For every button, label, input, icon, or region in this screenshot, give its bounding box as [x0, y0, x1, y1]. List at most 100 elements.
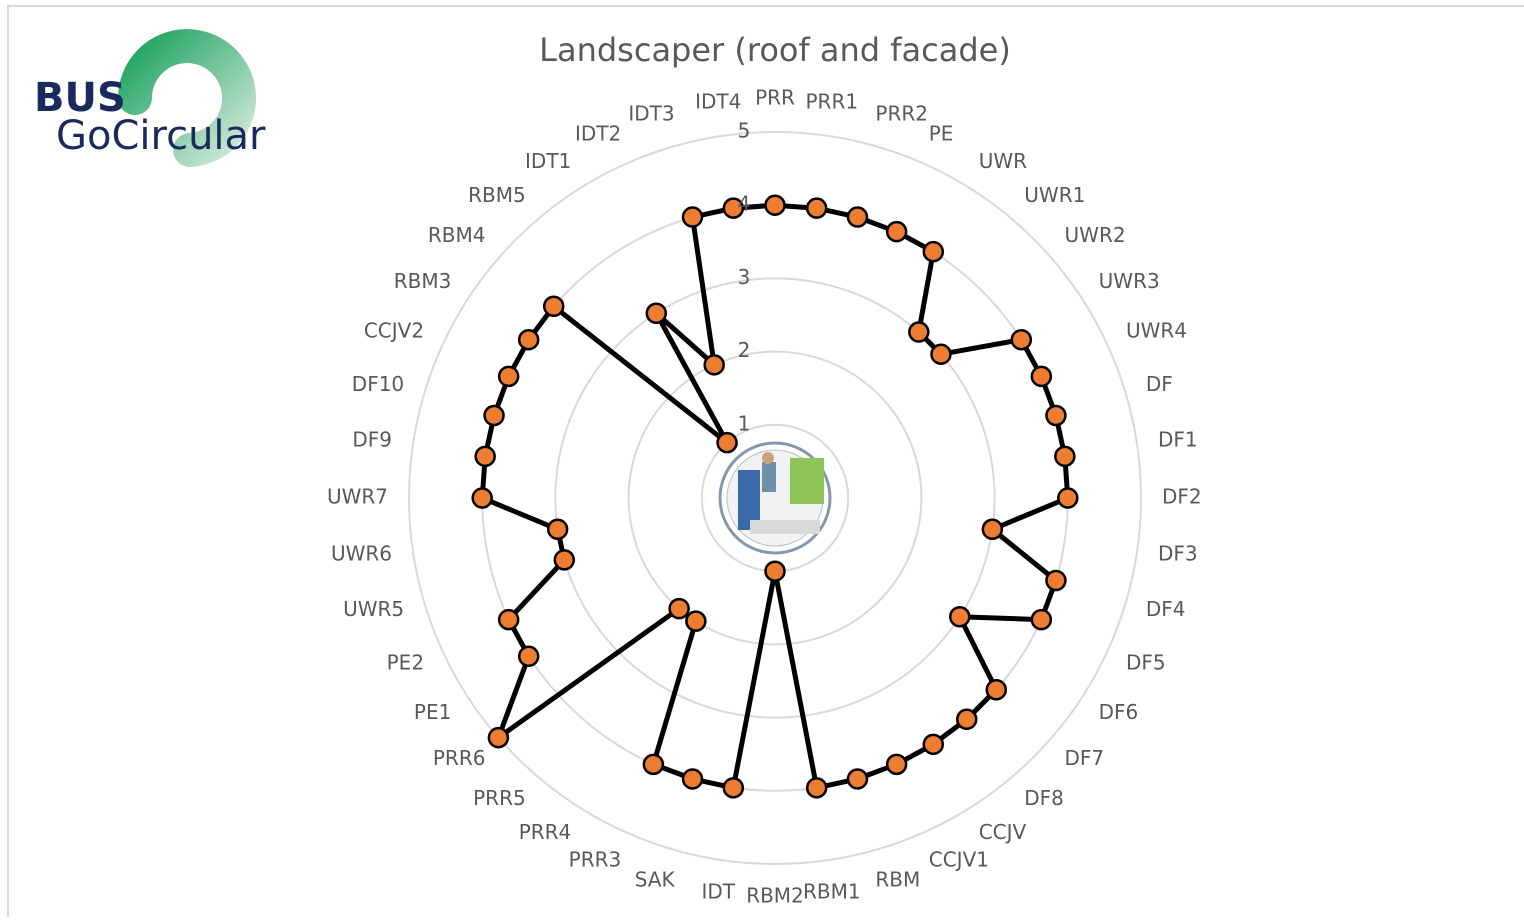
data-point	[474, 445, 496, 468]
data-point	[681, 768, 704, 790]
logo-text: BUS	[34, 75, 126, 121]
data-point	[1045, 404, 1067, 427]
r-tick-label: 3	[738, 265, 751, 289]
data-point	[471, 487, 493, 509]
category-label: IDT4	[695, 90, 741, 114]
category-label: PRR4	[519, 820, 572, 844]
data-point	[930, 343, 952, 365]
category-label: CCJV1	[929, 847, 989, 871]
category-label: PE1	[414, 700, 451, 724]
data-point	[805, 197, 828, 219]
category-label: IDT2	[575, 122, 621, 146]
category-label: PE2	[387, 650, 424, 674]
data-point	[517, 328, 540, 351]
data-point	[542, 295, 565, 318]
category-label: DF1	[1158, 428, 1198, 452]
category-label: IDT3	[628, 102, 674, 126]
logo-ring	[118, 29, 256, 167]
data-point	[764, 194, 786, 216]
data-point	[642, 753, 665, 776]
grid-circle	[408, 131, 1142, 865]
category-label: DF6	[1099, 700, 1139, 724]
data-point	[681, 206, 704, 228]
category-label: UWR2	[1065, 223, 1126, 247]
category-label: IDT	[701, 879, 735, 903]
data-point	[497, 365, 520, 388]
category-label: DF7	[1065, 746, 1105, 770]
data-point	[846, 768, 869, 790]
data-point	[805, 777, 828, 799]
category-label: RBM1	[803, 879, 861, 903]
data-point	[668, 597, 690, 620]
category-label: RBM5	[468, 183, 526, 207]
data-point	[885, 220, 908, 243]
category-label: RBM3	[394, 269, 452, 293]
category-label: PRR6	[433, 746, 486, 770]
data-point	[685, 610, 707, 632]
grid-circle	[627, 350, 923, 646]
category-label: UWR3	[1099, 269, 1160, 293]
category-label: DF8	[1024, 786, 1064, 810]
data-point	[908, 321, 930, 343]
data-point	[764, 560, 786, 582]
category-label: CCJV	[979, 820, 1027, 844]
category-label: UWR5	[343, 597, 404, 621]
category-label: RBM	[875, 867, 920, 891]
data-point	[546, 518, 569, 541]
data-point	[955, 708, 978, 731]
category-label: PRR3	[569, 847, 622, 871]
data-point	[1057, 487, 1079, 509]
category-label: UWR4	[1126, 319, 1187, 343]
category-label: DF10	[352, 372, 404, 396]
category-label: DF5	[1126, 650, 1166, 674]
data-point	[985, 678, 1008, 701]
category-label: UWR1	[1024, 183, 1085, 207]
category-label: PRR2	[875, 102, 928, 126]
data-point	[487, 726, 510, 749]
data-point	[517, 645, 540, 668]
category-label: DF4	[1146, 597, 1186, 621]
category-label: SAK	[635, 867, 676, 891]
category-label: PRR	[755, 86, 795, 110]
data-point	[922, 240, 945, 263]
data-point	[722, 197, 745, 219]
category-label: PRR1	[805, 90, 858, 114]
series	[471, 194, 1079, 799]
data-point	[846, 206, 869, 228]
data-point	[716, 431, 738, 454]
category-label: PE	[929, 122, 954, 146]
data-point	[1030, 608, 1053, 631]
data-point	[703, 354, 725, 376]
category-label: UWR6	[331, 541, 392, 565]
category-label: CCJV2	[364, 319, 424, 343]
data-point	[722, 777, 745, 799]
category-label: DF9	[352, 428, 392, 452]
data-point	[553, 549, 576, 571]
r-tick-label: 2	[738, 338, 751, 362]
category-label: RBM2	[746, 884, 804, 908]
data-point	[645, 302, 668, 325]
data-point	[1010, 328, 1033, 351]
logo-text: GoCircular	[56, 113, 266, 159]
category-label: UWR7	[327, 485, 388, 509]
r-tick-label: 1	[738, 411, 751, 435]
logo: BUS GoCircular	[34, 29, 266, 167]
data-point	[1054, 445, 1076, 468]
data-point	[885, 753, 908, 776]
data-point	[1030, 365, 1053, 388]
data-point	[483, 404, 505, 427]
data-point	[948, 605, 971, 628]
category-label: DF	[1146, 372, 1173, 396]
category-label: DF2	[1162, 485, 1202, 509]
r-tick-label: 5	[738, 119, 751, 143]
data-point	[981, 518, 1004, 541]
category-label: UWR	[979, 149, 1027, 173]
data-point	[922, 733, 945, 756]
category-label: IDT1	[525, 149, 571, 173]
center-illustration	[718, 441, 832, 555]
r-tick-label: 4	[738, 192, 751, 216]
grid-circle	[554, 277, 996, 719]
category-label: PRR5	[473, 786, 526, 810]
